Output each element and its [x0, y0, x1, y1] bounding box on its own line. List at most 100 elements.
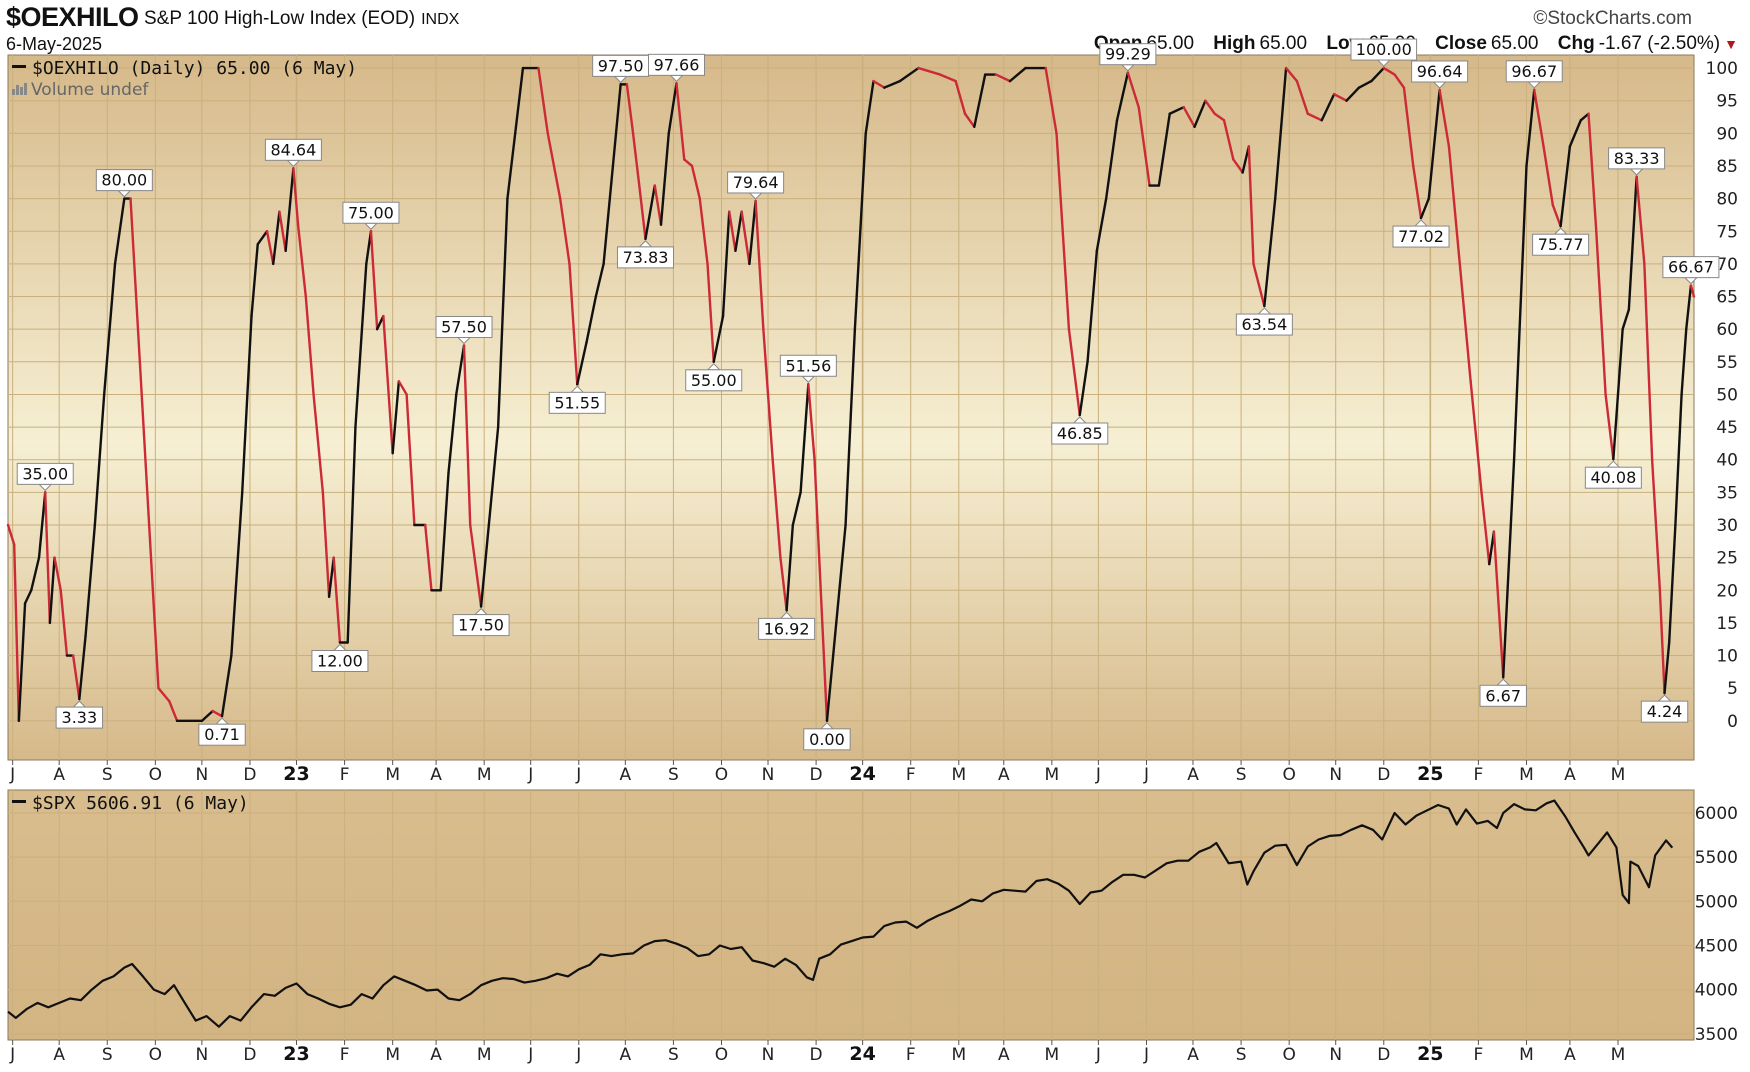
down-segment [1492, 530, 1505, 679]
down-segment [1689, 284, 1696, 298]
down-segment [1595, 230, 1607, 396]
x-tick-label: A [430, 765, 442, 785]
down-segment [740, 210, 751, 266]
label-text: 55.00 [691, 371, 737, 390]
down-segment [1126, 71, 1140, 109]
down-segment [1295, 79, 1309, 115]
down-segment [779, 556, 788, 612]
quote-date: 6-May-2025 [6, 34, 103, 54]
value-label: 97.50 [592, 54, 650, 84]
x-tick-label: F [1474, 765, 1484, 785]
up-segment [1667, 523, 1677, 644]
value-label: 96.64 [1411, 60, 1469, 89]
legend-text: $SPX 5606.91 (6 May) [32, 793, 249, 814]
x-tick-label: D [243, 1045, 256, 1065]
up-segment [864, 79, 875, 135]
down-segment [44, 491, 52, 625]
up-segment [1157, 112, 1171, 187]
value-label: 57.50 [435, 315, 493, 345]
x-tick-label: J [1143, 765, 1149, 785]
label-box [1532, 233, 1590, 256]
x-tick-label: D [810, 1045, 823, 1065]
label-box [95, 169, 153, 192]
value-label: 0.00 [803, 722, 851, 751]
up-segment [513, 66, 525, 135]
value-label: 77.02 [1392, 219, 1450, 248]
down-segment [917, 66, 942, 76]
up-segment [898, 66, 920, 83]
down-segment [1232, 158, 1244, 174]
x-tick-label: A [998, 1045, 1010, 1065]
value-label: 66.67 [1662, 256, 1720, 285]
y-tick-label: 45 [1716, 418, 1738, 438]
x-tick-label: A [620, 1045, 632, 1065]
y-tick-label: 6000 [1695, 804, 1738, 824]
close-value: 65.00 [1490, 33, 1539, 54]
label-box [1640, 700, 1689, 723]
label-text: 97.66 [654, 55, 700, 74]
up-segment [241, 314, 253, 494]
up-segment [1357, 79, 1373, 89]
high-label: High [1213, 33, 1256, 54]
label-box [648, 53, 706, 76]
up-segment [230, 491, 244, 657]
x-tick-label: 24 [849, 763, 875, 785]
label-text: 57.50 [441, 317, 487, 336]
down-segment [690, 164, 701, 200]
y-tick-label: 5500 [1695, 848, 1738, 868]
label-text: 6.67 [1485, 686, 1521, 705]
x-tick-label: J [9, 765, 15, 785]
x-tick-label: O [149, 1045, 162, 1065]
label-box [1505, 60, 1563, 83]
down-segment [963, 112, 976, 129]
down-segment [1067, 327, 1081, 417]
down-segment [147, 523, 160, 690]
x-tick-label: J [1143, 1045, 1149, 1065]
down-segment [819, 589, 829, 723]
y-tick-label: 25 [1716, 549, 1738, 569]
label-box [616, 246, 674, 269]
down-segment [1402, 86, 1415, 168]
down-segment [675, 82, 686, 161]
up-segment [17, 602, 27, 723]
legend-swatch [12, 800, 26, 803]
x-tick-label: N [196, 765, 209, 785]
up-segment [102, 262, 117, 396]
x-tick-label: S [102, 1045, 113, 1065]
label-box [727, 171, 785, 194]
down-segment [872, 79, 886, 89]
label-text: 66.67 [1668, 258, 1714, 277]
y-tick-label: 15 [1716, 614, 1738, 634]
x-tick-label: A [1187, 765, 1199, 785]
label-box [803, 728, 851, 751]
down-segment [1284, 66, 1299, 83]
label-box [758, 617, 816, 640]
up-segment [48, 556, 56, 625]
label-box [435, 315, 493, 338]
plot-area [7, 789, 1695, 1041]
up-segment [220, 654, 233, 718]
legend-swatch [12, 65, 26, 68]
down-segment [1604, 393, 1615, 461]
up-segment [447, 393, 458, 474]
up-segment [602, 164, 615, 266]
down-segment [6, 523, 16, 546]
up-segment [1621, 308, 1631, 331]
label-box [1099, 43, 1157, 66]
up-segment [734, 210, 743, 253]
down-segment [1469, 380, 1483, 494]
down-segment [1587, 112, 1598, 233]
brand-label[interactable]: ©StockCharts.com [1533, 8, 1692, 29]
down-segment [994, 73, 1012, 83]
y-tick-label: 4500 [1695, 936, 1738, 956]
up-segment [1502, 458, 1516, 679]
x-tick-label: 25 [1417, 1043, 1443, 1065]
label-box [264, 138, 322, 161]
x-tick-label: M [1611, 765, 1626, 785]
x-tick-label: O [1282, 765, 1295, 785]
x-tick-label: 23 [283, 763, 309, 785]
value-label: 97.66 [648, 53, 706, 83]
down-segment [698, 197, 709, 266]
label-text: 99.29 [1105, 45, 1151, 64]
up-segment [973, 73, 987, 129]
